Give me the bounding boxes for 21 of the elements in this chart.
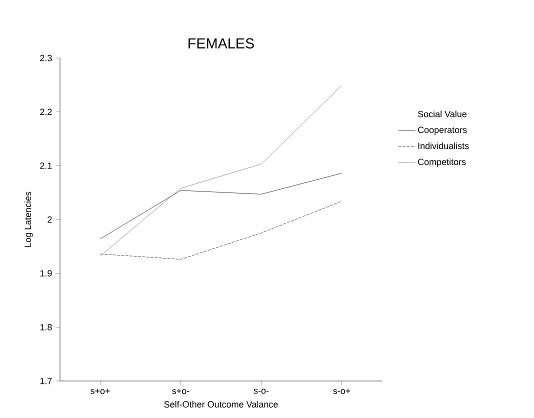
y-tick-label: 1.7	[40, 378, 52, 384]
legend-label: Competitors	[418, 158, 466, 167]
y-tick-label: 2	[48, 216, 52, 223]
chart-title: FEMALES	[188, 38, 254, 48]
x-tick-label: s+o+	[90, 388, 110, 394]
x-tick-label: s-o+	[333, 388, 350, 394]
x-axis-title: Self-Other Outcome Valance	[164, 400, 278, 408]
x-tick-label: s+o-	[172, 388, 190, 394]
y-tick-label: 1.9	[40, 270, 52, 277]
y-tick-label: 2.3	[40, 54, 52, 62]
y-axis-title: Log Latencies	[24, 192, 33, 247]
line-series	[100, 200, 342, 260]
line-series	[100, 85, 342, 256]
y-tick-label: 1.8	[40, 324, 52, 330]
legend-label: Individualists	[418, 142, 469, 150]
line-series	[100, 173, 342, 240]
legend-label: Cooperators	[418, 126, 467, 135]
y-tick-label: 2.1	[40, 162, 52, 169]
legend-title: Social Value	[418, 110, 467, 118]
y-tick-label: 2.2	[40, 108, 52, 115]
x-tick-label: s-o-	[254, 388, 269, 394]
